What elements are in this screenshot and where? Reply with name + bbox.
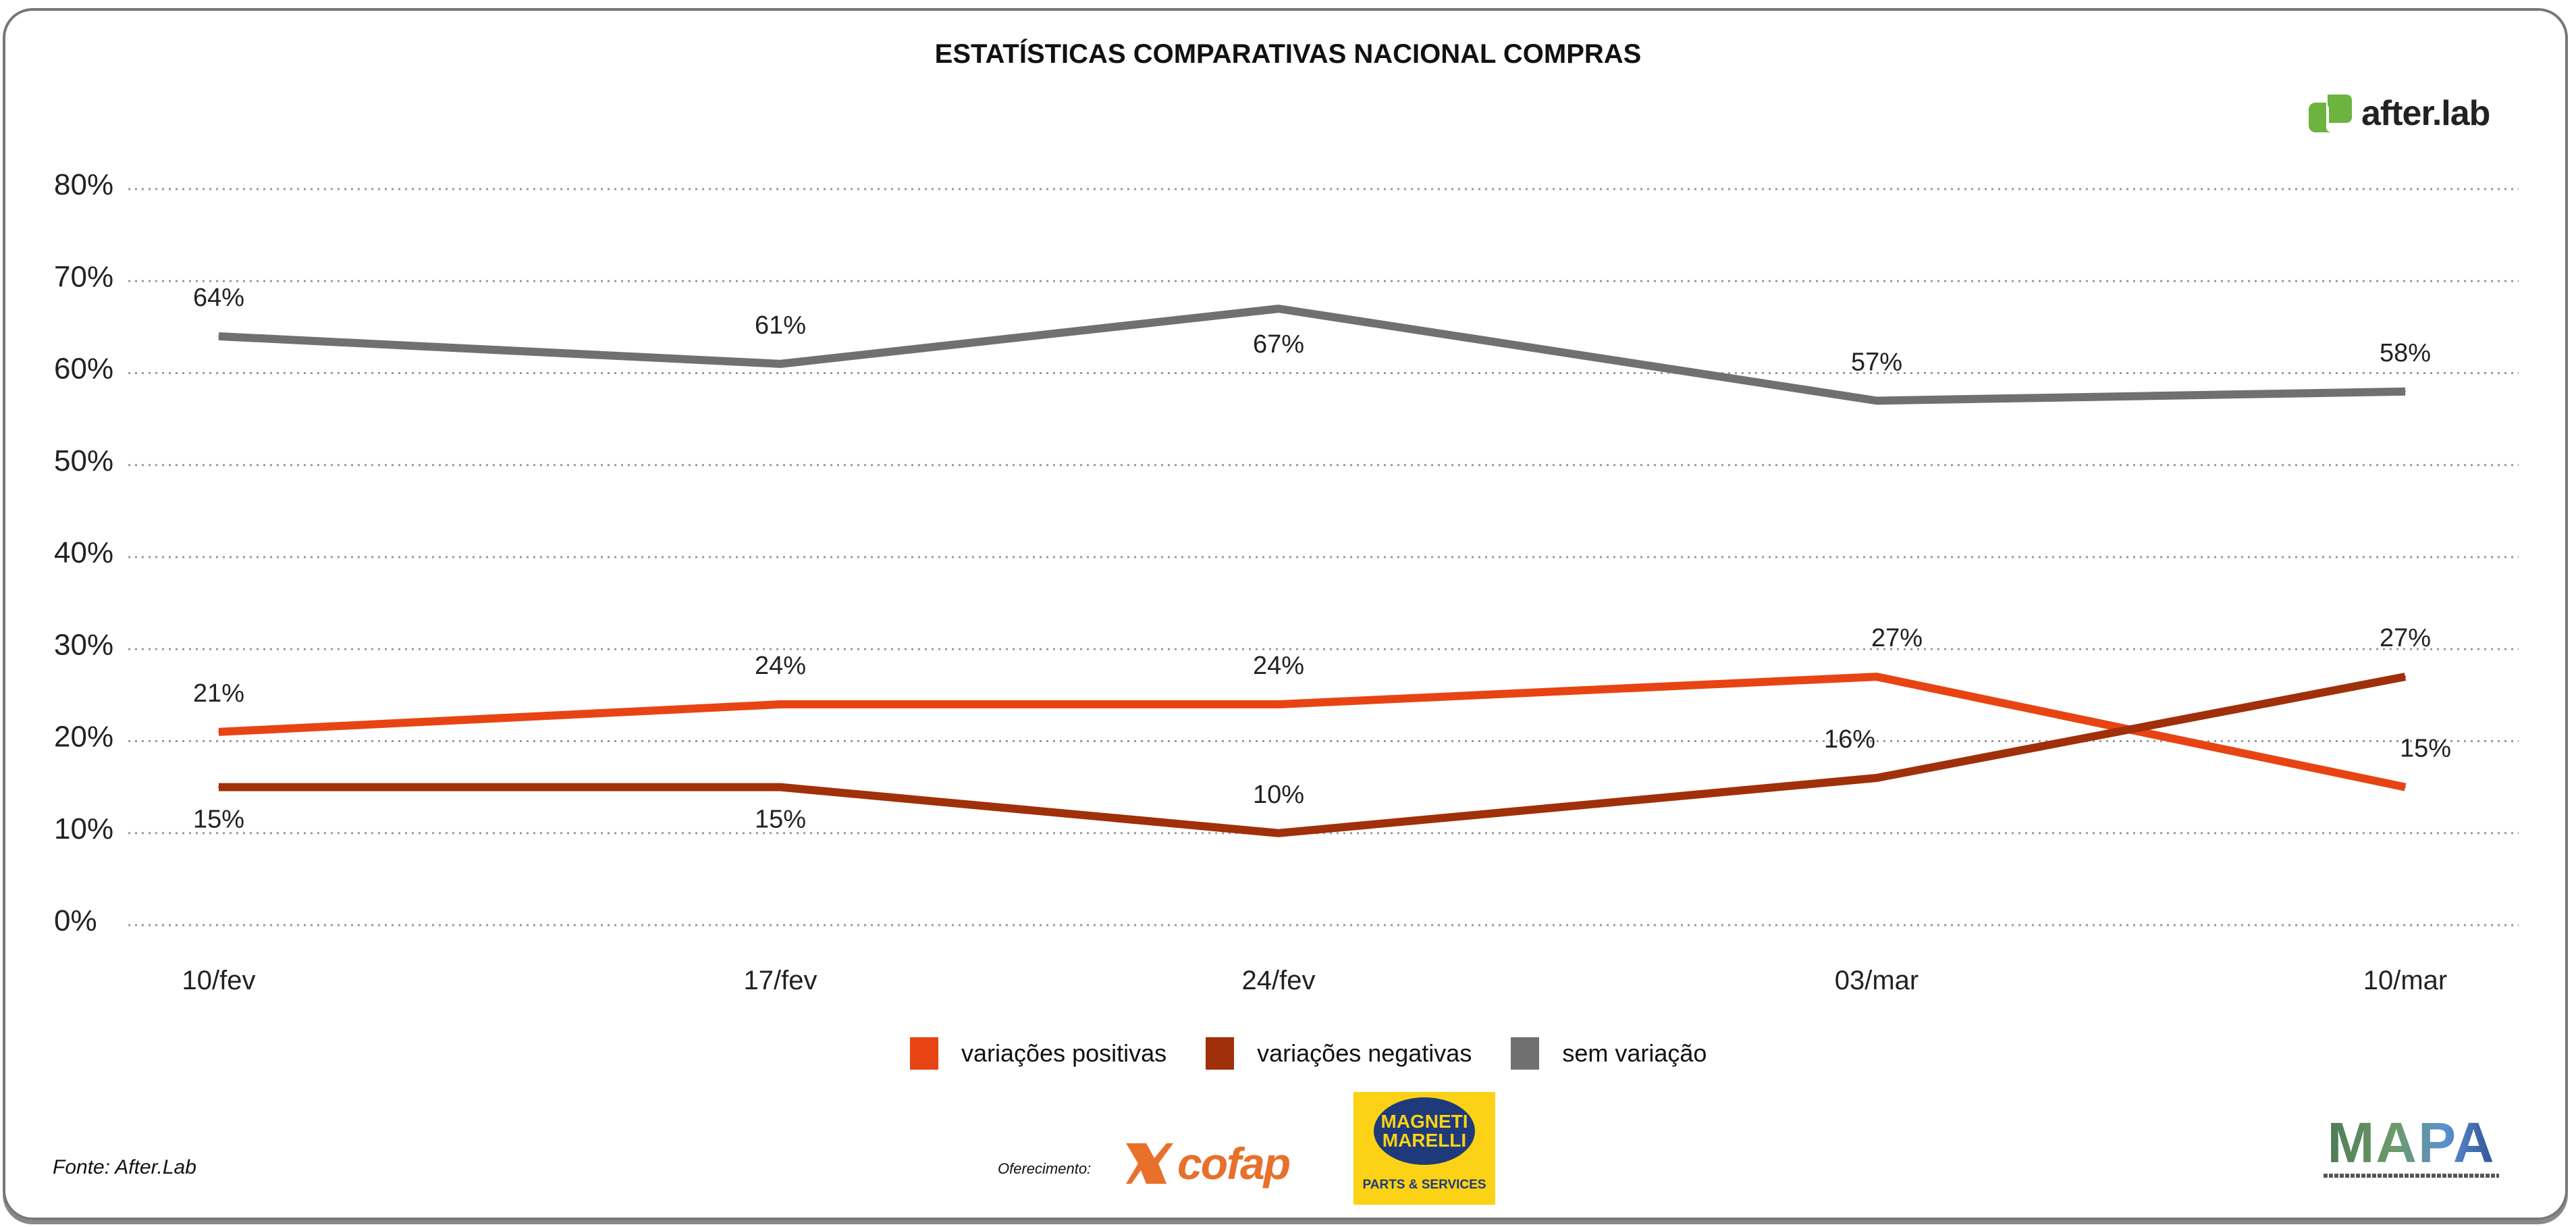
legend-item-negativas: variações negativas [1206,1037,1472,1070]
mm-line2: MARELLI [1382,1130,1467,1151]
data-point [2405,676,2406,678]
legend-label: sem variação [1562,1039,1707,1067]
chart-title: ESTATÍSTICAS COMPARATIVAS NACIONAL COMPR… [934,39,1642,69]
legend-swatch [910,1037,938,1070]
data-point [780,363,781,365]
data-point [1876,400,1877,402]
data-point [780,786,781,788]
legend: variações positivas variações negativas … [910,1037,1746,1070]
magneti-marelli-emblem: MAGNETI MARELLI [1374,1097,1475,1165]
y-tick-label: 10% [54,812,113,845]
data-label: 57% [1851,348,1902,376]
data-label: 15% [193,806,244,834]
data-point [218,731,219,733]
legend-swatch [1511,1037,1540,1070]
data-label: 24% [1253,652,1304,680]
afterlab-logo-icon [2309,95,2352,132]
data-label: 67% [1253,330,1304,359]
data-label: 15% [2400,735,2451,763]
data-point [1876,777,1877,779]
cofap-logo-text: cofap [1177,1139,1291,1189]
x-tick-label: 10/fev [182,966,256,995]
data-label: 10% [1253,781,1304,809]
data-point [780,704,781,705]
magneti-marelli-logo: MAGNETI MARELLI PARTS & SERVICES [1353,1092,1495,1205]
y-tick-label: 50% [54,444,113,477]
data-point [1278,832,1279,834]
data-point [1876,676,1877,678]
data-label: 21% [193,679,244,708]
source-note: Fonte: After.Lab [53,1156,196,1178]
y-tick-label: 80% [54,168,113,201]
cofap-logo: cofap [1126,1138,1291,1189]
data-label: 27% [1871,624,1923,652]
y-tick-label: 30% [54,628,113,661]
cofap-x-icon [1126,1143,1173,1184]
mm-subtitle: PARTS & SERVICES [1362,1178,1486,1192]
legend-item-positivas: variações positivas [910,1037,1166,1070]
x-tick-label: 24/fev [1242,966,1316,995]
mapa-subline [2324,1174,2499,1178]
data-label: 15% [755,806,806,834]
data-label: 27% [2380,624,2431,652]
data-label: 58% [2380,339,2431,367]
data-point [1278,308,1279,310]
legend-label: variações negativas [1257,1039,1472,1067]
data-point [2405,786,2406,788]
data-label: 24% [755,652,806,680]
legend-label: variações positivas [961,1039,1167,1067]
y-tick-label: 0% [54,904,97,937]
mm-line1: MAGNETI [1380,1111,1468,1132]
mapa-logo-text: MAPA [2324,1114,2499,1171]
y-tick-label: 20% [54,721,113,754]
y-tick-label: 70% [54,260,113,293]
series-line [218,305,2406,405]
mapa-logo: MAPA [2324,1114,2499,1178]
data-point [2405,390,2406,392]
data-point [1278,704,1279,705]
afterlab-logo-text: after.lab [2361,94,2490,133]
chart-frame [3,8,2568,1220]
data-label: 64% [193,284,244,312]
y-tick-label: 60% [54,353,113,386]
legend-item-sem-variacao: sem variação [1511,1037,1707,1070]
y-tick-label: 40% [54,536,113,569]
x-tick-label: 10/mar [2363,966,2448,995]
data-point [218,336,219,337]
sponsor-label: Oferecimento: [998,1160,1092,1177]
legend-swatch [1206,1037,1235,1070]
series-line [218,673,2407,791]
x-tick-label: 17/fev [744,966,817,995]
data-label: 16% [1824,725,1875,754]
afterlab-logo: after.lab [2309,93,2490,134]
x-tick-label: 03/mar [1835,966,1919,995]
data-label: 61% [755,311,806,340]
data-point [218,786,219,788]
